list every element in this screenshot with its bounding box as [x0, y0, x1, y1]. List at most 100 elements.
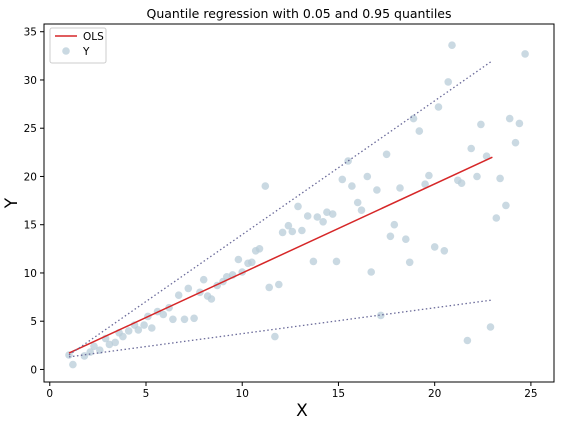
- y-tick-label-7: 35: [24, 27, 37, 39]
- scatter-point-42: [275, 280, 283, 289]
- y-tick-label-5: 25: [24, 123, 37, 135]
- scatter-point-1: [69, 360, 77, 369]
- x-tick-label-3: 15: [332, 388, 345, 400]
- scatter-point-33: [234, 255, 243, 264]
- scatter-point-24: [190, 314, 198, 323]
- scatter-point-78: [448, 41, 456, 49]
- scatter-point-14: [140, 321, 148, 329]
- scatter-point-43: [278, 228, 287, 237]
- scatter-point-74: [430, 243, 439, 251]
- plot-frame: [43, 23, 555, 383]
- scatter-point-83: [473, 172, 481, 181]
- x-tick-label-0: 0: [46, 388, 53, 400]
- x-tick-label-4: 20: [428, 388, 441, 400]
- scatter-point-55: [338, 175, 347, 184]
- scatter-point-72: [421, 180, 429, 188]
- scatter-point-91: [511, 138, 520, 147]
- scatter-point-39: [261, 182, 270, 190]
- y-tick-label-1: 5: [30, 316, 37, 328]
- scatter-point-28: [207, 295, 216, 303]
- y-tick-label-2: 10: [24, 268, 37, 280]
- scatter-point-10: [119, 332, 127, 341]
- scatter-point-41: [271, 332, 279, 341]
- y-axis-label: Y: [2, 197, 22, 209]
- scatter-point-64: [382, 150, 391, 159]
- scatter-point-85: [482, 152, 491, 160]
- axis-layer: 0 5 10 15 20 25 0 5 10 15 20 25 30 35: [24, 27, 538, 400]
- scatter-point-57: [348, 182, 356, 190]
- scatter-point-26: [199, 275, 208, 284]
- chart-title: Quantile regression with 0.05 and 0.95 q…: [146, 6, 451, 21]
- scatter-point-68: [402, 235, 410, 243]
- scatter-point-77: [444, 78, 453, 86]
- scatter-point-90: [505, 114, 514, 123]
- scatter-point-18: [159, 310, 168, 319]
- scatter-point-69: [405, 258, 414, 267]
- scatter-point-51: [319, 218, 327, 226]
- y-tick-label-6: 30: [24, 75, 37, 87]
- legend-y-swatch: [62, 47, 70, 55]
- scatter-point-20: [169, 315, 177, 324]
- scatter-point-62: [373, 186, 381, 194]
- scatter-point-87: [492, 214, 501, 222]
- scatter-point-22: [180, 315, 189, 324]
- scatter-point-84: [477, 120, 485, 129]
- scatter-point-54: [332, 257, 341, 266]
- scatter-point-71: [415, 127, 424, 135]
- scatter-point-50: [313, 213, 322, 221]
- scatter-point-82: [467, 144, 476, 153]
- scatter-point-89: [502, 201, 510, 210]
- scatter-point-80: [457, 179, 466, 187]
- x-tick-label-2: 10: [236, 388, 249, 400]
- legend-ols-label: OLS: [83, 31, 104, 43]
- scatter-point-67: [396, 184, 404, 192]
- scatter-point-45: [288, 227, 297, 236]
- x-tick-label-1: 5: [143, 388, 150, 400]
- scatter-point-49: [309, 257, 318, 266]
- y-tick-label-4: 20: [24, 171, 37, 183]
- quantile-line-1: [68, 299, 493, 358]
- scatter-point-44: [284, 221, 293, 230]
- scatter-point-60: [363, 172, 372, 181]
- scatter-point-56: [344, 157, 352, 165]
- y-tick-label-3: 15: [24, 220, 37, 232]
- legend-y-label: Y: [82, 46, 90, 58]
- series-layer: [65, 41, 529, 369]
- scatter-point-52: [323, 208, 331, 216]
- scatter-point-86: [486, 323, 495, 331]
- scatter-point-21: [174, 291, 183, 300]
- ols-line: [68, 156, 493, 354]
- scatter-point-2: [80, 352, 89, 360]
- scatter-point-4: [90, 342, 98, 351]
- scatter-point-7: [105, 340, 114, 349]
- scatter-point-81: [463, 336, 472, 345]
- scatter-point-53: [328, 210, 337, 218]
- scatter-point-40: [265, 283, 274, 292]
- scatter-point-59: [357, 206, 366, 214]
- legend: OLS Y: [49, 27, 107, 64]
- y-tick-label-0: 0: [30, 364, 37, 376]
- scatter-point-38: [255, 245, 264, 253]
- scatter-point-58: [353, 198, 362, 207]
- scatter-point-73: [425, 171, 433, 180]
- scatter-point-93: [521, 50, 529, 58]
- scatter-point-76: [440, 247, 449, 255]
- x-tick-label-5: 25: [524, 388, 537, 400]
- scatter-point-92: [515, 119, 524, 128]
- x-axis-label: X: [296, 401, 308, 421]
- scatter-point-47: [298, 226, 306, 235]
- scatter-point-13: [134, 326, 143, 334]
- scatter-point-61: [367, 268, 376, 276]
- scatter-point-36: [248, 258, 256, 267]
- scatter-point-8: [111, 338, 119, 347]
- scatter-point-3: [86, 348, 94, 356]
- scatter-point-16: [148, 324, 156, 332]
- scatter-point-70: [409, 114, 418, 123]
- scatter-point-63: [377, 311, 385, 320]
- scatter-point-65: [386, 232, 395, 241]
- scatter-point-48: [303, 212, 312, 220]
- scatter-point-46: [294, 202, 302, 211]
- scatter-point-23: [184, 284, 193, 293]
- scatter-point-11: [124, 327, 133, 335]
